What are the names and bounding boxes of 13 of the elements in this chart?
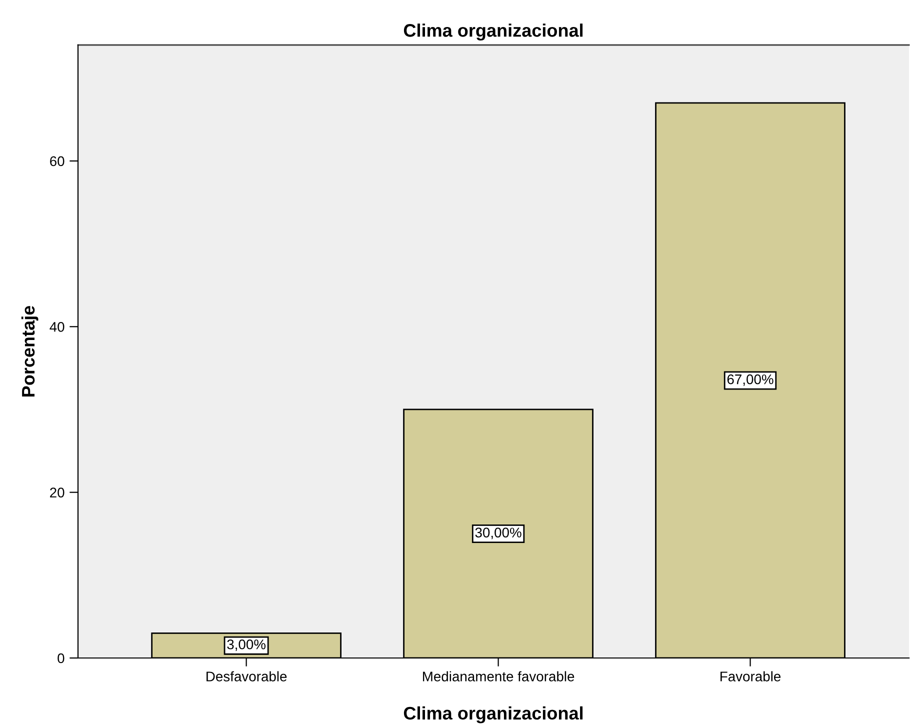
x-tick-label: Desfavorable	[206, 671, 287, 682]
y-tick-label: 0	[58, 653, 64, 664]
chart-title: Clima organizacional	[404, 24, 583, 40]
data-label: 3,00%	[227, 639, 266, 651]
y-tick-label: 20	[50, 488, 64, 498]
y-axis-title: Porcentaje	[21, 306, 38, 396]
y-tick-label: 40	[50, 322, 64, 332]
x-axis-title: Clima organizacional	[404, 706, 583, 724]
x-tick-label: Medianamente favorable	[422, 671, 574, 682]
data-label: 67,00%	[727, 374, 774, 386]
x-tick-label: Favorable	[720, 671, 781, 682]
data-label: 30,00%	[475, 528, 522, 540]
y-tick-label: 60	[50, 156, 64, 166]
